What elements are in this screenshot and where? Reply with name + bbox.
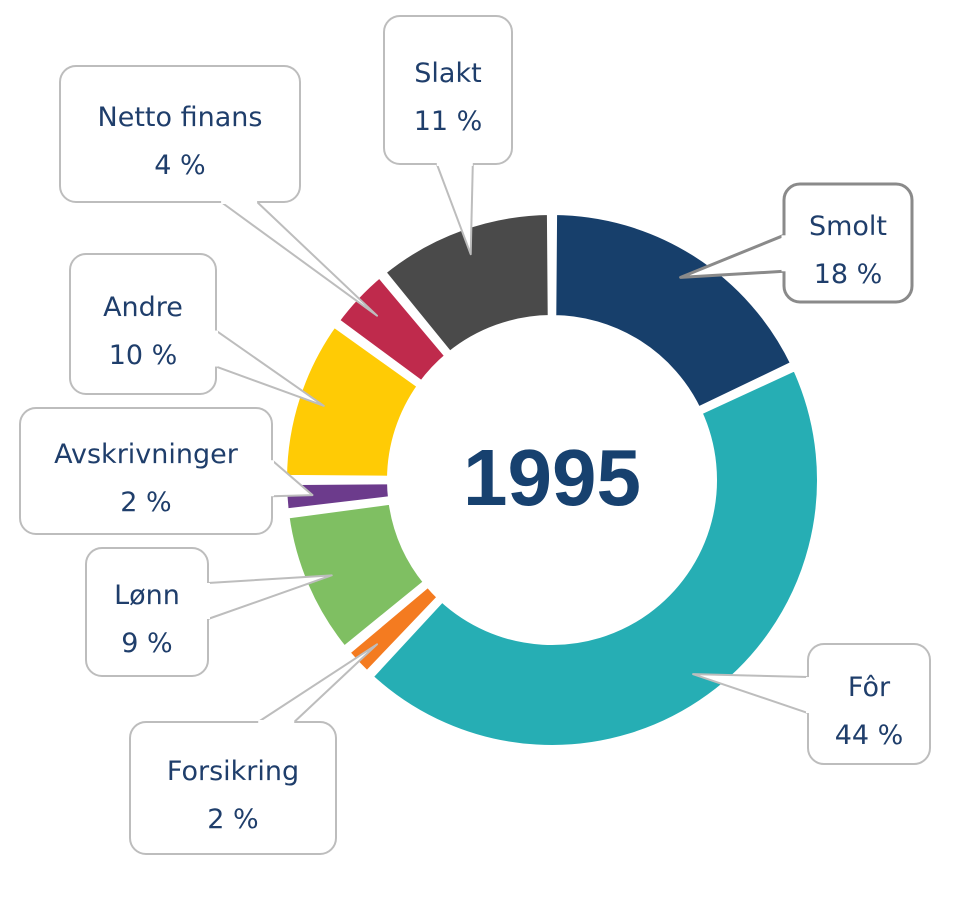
callout-pointer [215, 329, 325, 407]
slice-percent-label: 44 % [835, 720, 904, 751]
chart-callouts: Smolt 18 % Fôr 44 % Forsikring 2 % Lønn 9 % Avsk… [19, 15, 931, 855]
slice-percent-label: 11 % [414, 106, 483, 137]
callout-pointer [257, 643, 379, 723]
slice-percent-label: 4 % [154, 150, 205, 181]
slice-percent-label: 9 % [121, 628, 172, 659]
slice-percent-label: 2 % [207, 804, 258, 835]
slice-label: Andre [103, 292, 183, 323]
callout-forsikring: Forsikring 2 % [129, 643, 379, 855]
callout-pointer [271, 459, 314, 498]
callout-netto-finans: Netto finans 4 % [59, 65, 379, 317]
callout-pointer [220, 201, 379, 317]
slice-smolt [550, 208, 798, 414]
slice-label: Lønn [114, 580, 180, 611]
callout-box [59, 65, 301, 203]
slice-label: Smolt [809, 211, 887, 242]
callout-box [69, 253, 217, 395]
callout-lonn: Lønn 9 % [85, 547, 333, 677]
center-year-label: 1995 [463, 433, 641, 522]
callout-box [129, 721, 337, 855]
callout-andre: Andre 10 % [69, 253, 325, 407]
chart-slices [280, 208, 823, 751]
slice-andre [280, 319, 425, 482]
slice-percent-label: 2 % [120, 487, 171, 518]
slice-netto-finans [332, 270, 452, 388]
callout-slakt: Slakt 11 % [383, 15, 513, 256]
slice-lonn [283, 498, 431, 654]
slice-percent-label: 18 % [814, 259, 883, 290]
slice-label: Netto finans [98, 102, 263, 133]
callout-pointer [692, 673, 809, 714]
callout-for: Fôr 44 % [692, 643, 931, 765]
callout-box [383, 15, 513, 165]
callout-smolt: Smolt 18 % [679, 182, 914, 304]
slice-label: Fôr [848, 672, 891, 703]
callout-pointer [679, 233, 785, 279]
slice-label: Avskrivninger [54, 439, 239, 470]
slice-slakt [378, 208, 554, 359]
slice-label: Forsikring [167, 756, 299, 787]
callout-avskrivninger: Avskrivninger 2 % [19, 407, 314, 535]
callout-pointer [435, 163, 474, 256]
slice-percent-label: 10 % [109, 340, 178, 371]
callout-pointer [207, 574, 333, 620]
slice-for [365, 363, 823, 751]
slice-label: Slakt [414, 58, 481, 89]
